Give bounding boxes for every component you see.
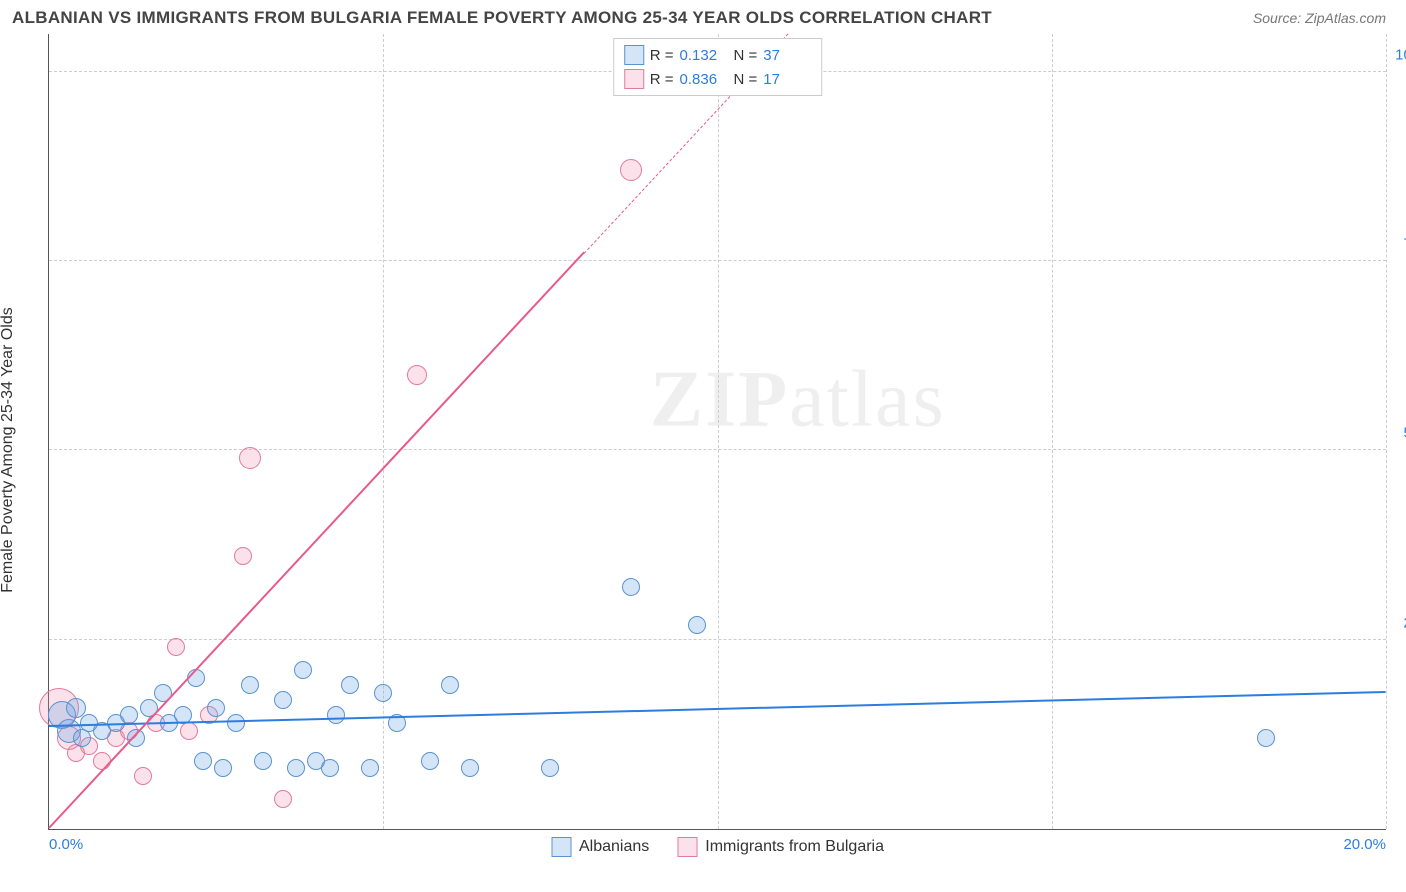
r-label: R =: [650, 71, 674, 88]
data-point-albanians: [321, 759, 339, 777]
legend-swatch: [551, 837, 571, 857]
data-point-albanians: [120, 706, 138, 724]
data-point-albanians: [341, 676, 359, 694]
r-value: 0.836: [680, 71, 728, 88]
n-label: N =: [734, 47, 758, 64]
data-point-bulgaria: [134, 767, 152, 785]
chart-source: Source: ZipAtlas.com: [1253, 10, 1386, 26]
y-tick-label: 25.0%: [1391, 614, 1406, 631]
gridline-v: [383, 34, 384, 829]
data-point-albanians: [254, 752, 272, 770]
data-point-albanians: [374, 684, 392, 702]
r-label: R =: [650, 47, 674, 64]
data-point-albanians: [241, 676, 259, 694]
data-point-albanians: [274, 691, 292, 709]
n-label: N =: [734, 71, 758, 88]
series-legend: Albanians Immigrants from Bulgaria: [551, 837, 884, 857]
data-point-bulgaria: [234, 547, 252, 565]
correlation-stats-legend: R = 0.132 N = 37 R = 0.836 N = 17: [613, 38, 823, 96]
x-tick-label: 0.0%: [49, 836, 83, 853]
legend-item-bulgaria: Immigrants from Bulgaria: [677, 837, 884, 857]
data-point-albanians: [461, 759, 479, 777]
n-value: 17: [763, 71, 811, 88]
data-point-albanians: [207, 699, 225, 717]
data-point-albanians: [622, 578, 640, 596]
data-point-albanians: [227, 714, 245, 732]
data-point-albanians: [194, 752, 212, 770]
r-value: 0.132: [680, 47, 728, 64]
x-tick-label: 20.0%: [1343, 836, 1386, 853]
y-tick-label: 75.0%: [1391, 236, 1406, 253]
legend-swatch: [624, 45, 644, 65]
data-point-albanians: [361, 759, 379, 777]
legend-swatch: [624, 69, 644, 89]
plot-area: ZIPatlas R =0.132N =37R =0.836N =17 Alba…: [48, 34, 1386, 830]
data-point-bulgaria: [274, 790, 292, 808]
gridline-v: [1386, 34, 1387, 829]
legend-label: Immigrants from Bulgaria: [705, 838, 884, 856]
data-point-albanians: [1257, 729, 1275, 747]
data-point-albanians: [294, 661, 312, 679]
y-axis-label: Female Poverty Among 25-34 Year Olds: [0, 307, 17, 593]
chart-header: ALBANIAN VS IMMIGRANTS FROM BULGARIA FEM…: [0, 0, 1406, 32]
data-point-albanians: [287, 759, 305, 777]
legend-swatch: [677, 837, 697, 857]
y-tick-label: 50.0%: [1391, 425, 1406, 442]
stats-row-albanians: R = 0.132 N = 37: [624, 43, 812, 67]
data-point-albanians: [214, 759, 232, 777]
data-point-bulgaria: [407, 365, 427, 385]
gridline-v: [1052, 34, 1053, 829]
y-tick-label: 100.0%: [1391, 46, 1406, 63]
stats-row-bulgaria: R = 0.836 N = 17: [624, 67, 812, 91]
correlation-chart: Female Poverty Among 25-34 Year Olds ZIP…: [12, 34, 1386, 866]
data-point-albanians: [441, 676, 459, 694]
data-point-albanians: [327, 706, 345, 724]
data-point-bulgaria: [167, 638, 185, 656]
data-point-albanians: [688, 616, 706, 634]
trendline: [48, 252, 584, 829]
data-point-albanians: [541, 759, 559, 777]
data-point-bulgaria: [620, 159, 642, 181]
watermark: ZIPatlas: [650, 354, 946, 445]
n-value: 37: [763, 47, 811, 64]
data-point-bulgaria: [239, 447, 261, 469]
legend-item-albanians: Albanians: [551, 837, 649, 857]
chart-title: ALBANIAN VS IMMIGRANTS FROM BULGARIA FEM…: [12, 8, 992, 28]
legend-label: Albanians: [579, 838, 649, 856]
data-point-albanians: [421, 752, 439, 770]
